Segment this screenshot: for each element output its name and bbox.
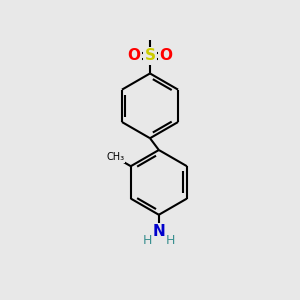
Text: CH₃: CH₃	[106, 152, 124, 162]
Text: H: H	[143, 234, 152, 247]
Text: O: O	[127, 48, 140, 63]
Text: S: S	[145, 48, 155, 63]
Text: N: N	[152, 224, 165, 239]
Text: O: O	[160, 48, 173, 63]
Text: H: H	[165, 234, 175, 247]
